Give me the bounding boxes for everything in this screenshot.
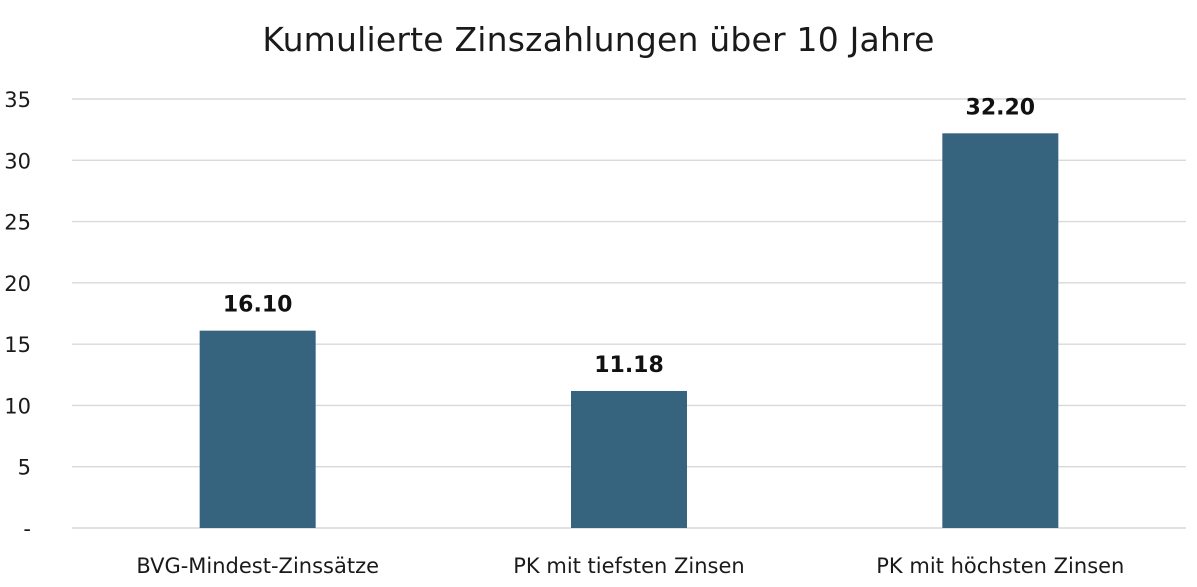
bar xyxy=(571,390,687,528)
chart-title: Kumulierte Zinszahlungen über 10 Jahre xyxy=(262,20,935,59)
x-tick-label: PK mit tiefsten Zinsen xyxy=(513,554,744,578)
bar xyxy=(942,133,1059,528)
y-tick-label: 10 xyxy=(4,394,31,418)
y-tick-label: 15 xyxy=(4,333,31,357)
data-label: 32.20 xyxy=(966,95,1036,120)
y-tick-label: 30 xyxy=(4,149,31,173)
y-tick-label: 5 xyxy=(18,456,31,480)
data-label: 11.18 xyxy=(594,353,664,378)
y-tick-label: 35 xyxy=(4,88,31,112)
y-tick-label: - xyxy=(23,517,31,541)
y-axis-ticks: - 5 10 15 20 25 30 35 xyxy=(4,88,31,541)
bars xyxy=(199,133,1059,528)
x-axis-ticks: BVG-Mindest-Zinssätze PK mit tiefsten Zin… xyxy=(136,554,1124,578)
data-labels: 16.10 11.18 32.20 xyxy=(223,95,1035,378)
y-tick-label: 20 xyxy=(4,272,31,296)
bar xyxy=(199,330,316,528)
x-tick-label: BVG-Mindest-Zinssätze xyxy=(136,554,379,578)
y-tick-label: 25 xyxy=(4,211,31,235)
data-label: 16.10 xyxy=(223,293,293,318)
x-tick-label: PK mit höchsten Zinsen xyxy=(876,554,1124,578)
